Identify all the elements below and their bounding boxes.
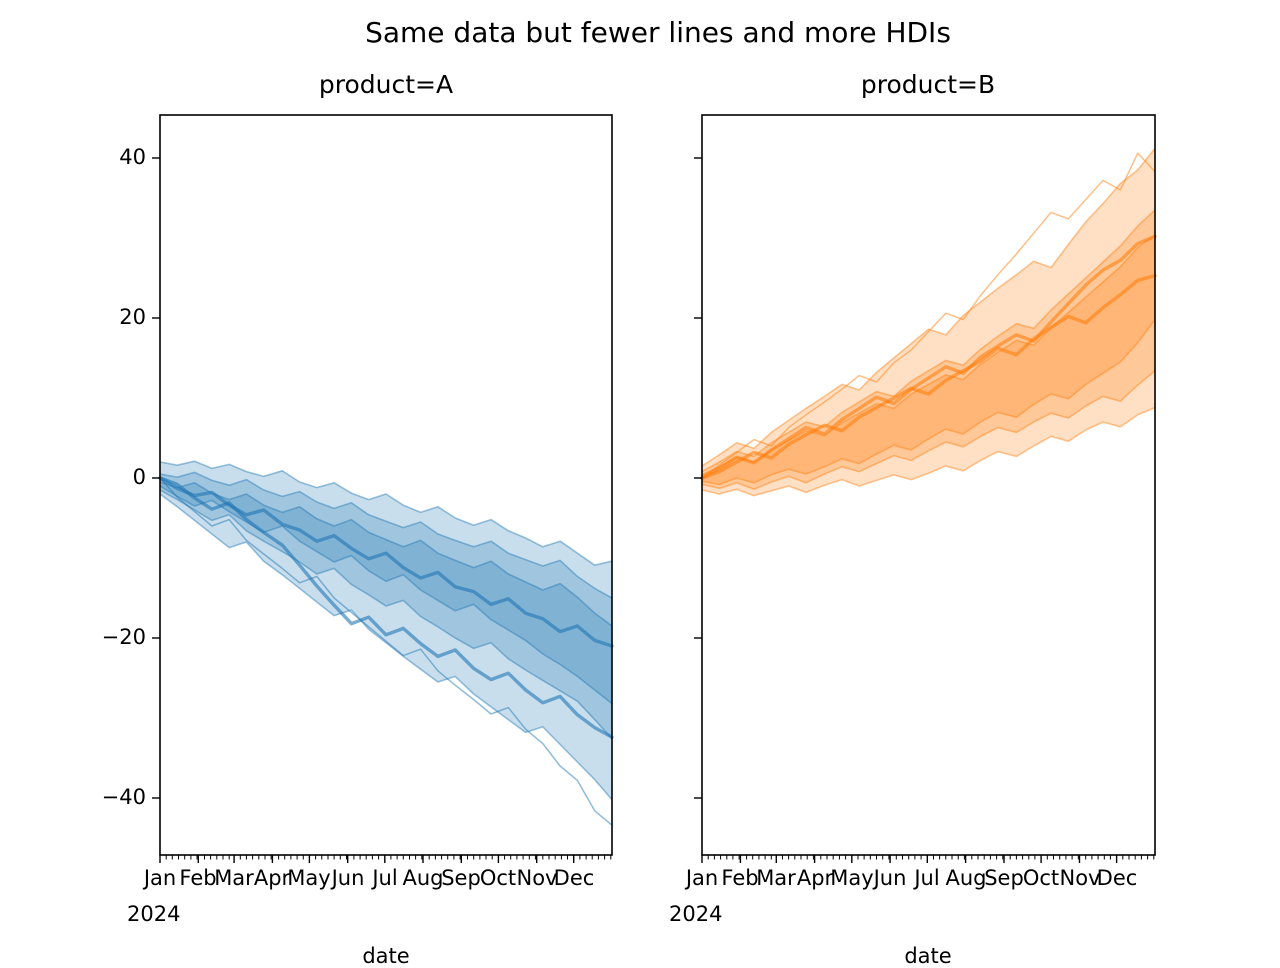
- x-tick-label: Sep: [984, 866, 1024, 890]
- x-tick-label: Jan: [685, 866, 719, 890]
- x-tick-label: Oct: [479, 866, 517, 890]
- x-tick-label: Nov: [1059, 866, 1101, 890]
- y-tick-label: −20: [101, 625, 146, 649]
- sample-line-1: [700, 234, 1157, 480]
- x-tick-label: Feb: [721, 866, 759, 890]
- x-tick-label: Dec: [1096, 866, 1138, 890]
- panel-a: [152, 114, 614, 863]
- x-tick-label: Jul: [372, 866, 398, 890]
- hdi-narrow-upper-edge: [159, 481, 613, 627]
- sample-line-3: [159, 477, 613, 826]
- panel-a-year-label: 2024: [127, 902, 181, 926]
- x-tick-label: Oct: [1022, 866, 1060, 890]
- hdi-narrow-band: [160, 482, 612, 704]
- sample-line-3: [701, 152, 1156, 479]
- x-tick-label: Aug: [945, 866, 987, 890]
- x-tick-label: Sep: [441, 866, 481, 890]
- axes-spines: [701, 114, 1156, 856]
- x-tick-label: Feb: [179, 866, 217, 890]
- panel-b-xaxis-label: date: [904, 944, 952, 968]
- x-tick-label: Apr: [253, 866, 291, 890]
- x-tick-label: Jun: [873, 866, 907, 890]
- hdi-wide-upper-edge: [701, 147, 1156, 467]
- x-tick-label: Jan: [143, 866, 177, 890]
- sample-line-2: [700, 273, 1157, 480]
- x-tick-label: May: [287, 866, 331, 890]
- hdi-narrow-band: [702, 234, 1155, 485]
- x-tick-label: Mar: [214, 866, 254, 890]
- panel-a-xaxis-label: date: [362, 944, 410, 968]
- hdi-wide-band: [160, 461, 612, 800]
- panel-b-title: product=B: [860, 70, 996, 99]
- hdi-mid-lower-edge: [701, 370, 1156, 490]
- panel-b: [694, 114, 1157, 863]
- figure-title: Same data but fewer lines and more HDIs: [365, 16, 951, 49]
- x-tick-label: Aug: [402, 866, 444, 890]
- panel-b-year-label: 2024: [669, 902, 723, 926]
- x-tick-label: May: [830, 866, 874, 890]
- hdi-wide-upper-edge: [159, 460, 613, 566]
- hdi-wide-lower-edge: [701, 406, 1156, 497]
- hdi-mid-upper-edge: [159, 471, 613, 599]
- y-tick-label: 20: [119, 305, 146, 329]
- x-tick-label: Nov: [516, 866, 558, 890]
- hdi-narrow-lower-edge: [159, 485, 613, 705]
- sample-line-2: [158, 476, 614, 739]
- hdi-wide-lower-edge: [159, 493, 613, 801]
- x-tick-label: Jun: [331, 866, 365, 890]
- hdi-narrow-lower-edge: [701, 319, 1156, 486]
- x-tick-label: Mar: [756, 866, 796, 890]
- panel-a-title: product=A: [318, 70, 454, 99]
- hdi-mid-lower-edge: [159, 489, 613, 740]
- y-tick-label: −40: [101, 785, 146, 809]
- x-tick-label: Jul: [914, 866, 940, 890]
- y-tick-label: 40: [119, 145, 146, 169]
- x-tick-label: Apr: [796, 866, 834, 890]
- y-tick-label: 0: [132, 465, 146, 489]
- axes-spines: [159, 114, 613, 856]
- x-tick-label: Dec: [553, 866, 595, 890]
